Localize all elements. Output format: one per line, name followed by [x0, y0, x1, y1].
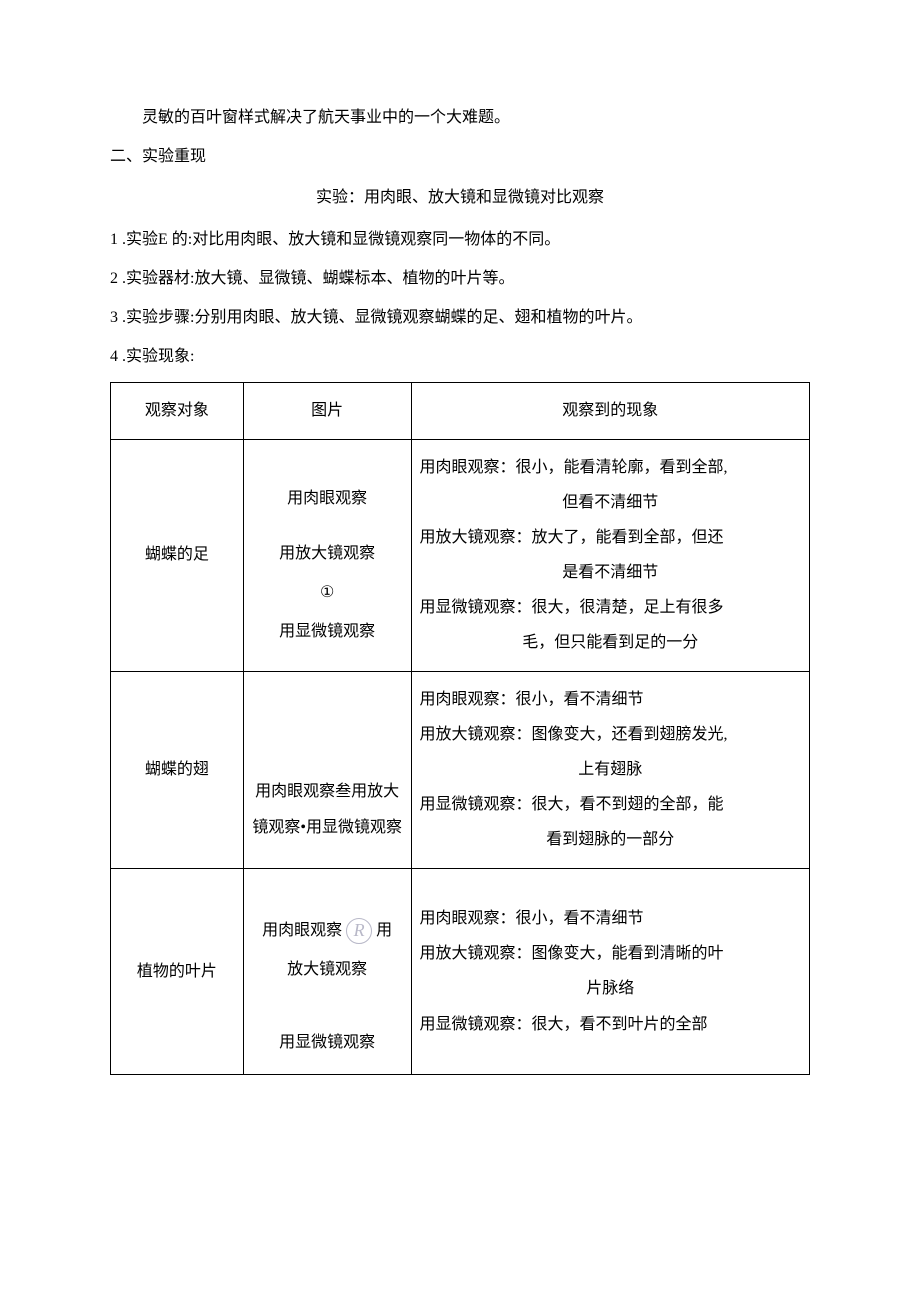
table-row: 蝴蝶的翅 用肉眼观察叁用放大镜观察•用显微镜观察 用肉眼观察：很小，看不清细节 … — [111, 671, 810, 868]
image-cell: 用肉眼观察 用放大镜观察 ① 用显微镜观察 — [243, 439, 411, 671]
header-subject: 观察对象 — [111, 383, 244, 439]
subject-cell: 蝴蝶的翅 — [111, 671, 244, 868]
subject-cell: 蝴蝶的足 — [111, 439, 244, 671]
observation-continuation: 是看不清细节 — [420, 555, 801, 590]
table-header-row: 观察对象 图片 观察到的现象 — [111, 383, 810, 439]
image-spacer — [250, 991, 405, 1021]
image-label: 用肉眼观察 — [250, 481, 405, 516]
list-item-4: 4 .实验现象: — [110, 339, 810, 374]
table-row: 蝴蝶的足 用肉眼观察 用放大镜观察 ① 用显微镜观察 用肉眼观察：很小，能看清轮… — [111, 439, 810, 671]
observation-line: 用放大镜观察：放大了，能看到全部，但还 — [420, 520, 801, 555]
list-item-1: 1 .实验E 的:对比用肉眼、放大镜和显微镜观察同一物体的不同。 — [110, 222, 810, 257]
intro-line: 灵敏的百叶窗样式解决了航天事业中的一个大难题。 — [110, 100, 810, 135]
image-label: 用放大镜观察 — [250, 536, 405, 571]
image-cell: 用肉眼观察 R 用 放大镜观察 用显微镜观察 — [243, 868, 411, 1075]
image-label: 用肉眼观察 R 用 — [250, 913, 405, 948]
observation-line: 用放大镜观察：图像变大，能看到清晰的叶 — [420, 936, 801, 971]
image-label: 用显微镜观察 — [250, 614, 405, 649]
observation-continuation: 上有翅脉 — [420, 752, 801, 787]
subject-cell: 植物的叶片 — [111, 868, 244, 1075]
observation-line: 用放大镜观察：图像变大，还看到翅膀发光, — [420, 717, 801, 752]
image-spacer — [250, 520, 405, 532]
experiment-table: 观察对象 图片 观察到的现象 蝴蝶的足 用肉眼观察 用放大镜观察 ① 用显微镜观… — [110, 382, 810, 1075]
image-label-text: 用 — [376, 922, 392, 939]
header-image: 图片 — [243, 383, 411, 439]
observation-cell: 用肉眼观察：很小，看不清细节 用放大镜观察：图像变大，还看到翅膀发光, 上有翅脉… — [411, 671, 809, 868]
header-observation: 观察到的现象 — [411, 383, 809, 439]
image-label: ① — [250, 575, 405, 610]
image-label: 放大镜观察 — [250, 952, 405, 987]
image-cell: 用肉眼观察叁用放大镜观察•用显微镜观察 — [243, 671, 411, 868]
image-label-text: 用肉眼观察 — [262, 922, 342, 939]
r-mark-icon: R — [346, 918, 372, 944]
observation-line: 用显微镜观察：很大，看不到翅的全部，能 — [420, 787, 801, 822]
observation-line: 用肉眼观察：很小，看不清细节 — [420, 901, 801, 936]
observation-continuation: 片脉络 — [420, 971, 801, 1006]
observation-continuation: 但看不清细节 — [420, 485, 801, 520]
observation-line: 用肉眼观察：很小，能看清轮廓，看到全部, — [420, 450, 801, 485]
observation-line: 用显微镜观察：很大，看不到叶片的全部 — [420, 1007, 801, 1042]
observation-cell: 用肉眼观察：很小，能看清轮廓，看到全部, 但看不清细节 用放大镜观察：放大了，能… — [411, 439, 809, 671]
section-heading: 二、实验重现 — [110, 139, 810, 174]
observation-cell: 用肉眼观察：很小，看不清细节 用放大镜观察：图像变大，能看到清晰的叶 片脉络 用… — [411, 868, 809, 1075]
observation-line: 用显微镜观察：很大，很清楚，足上有很多 — [420, 590, 801, 625]
observation-line: 用肉眼观察：很小，看不清细节 — [420, 682, 801, 717]
experiment-title: 实验：用肉眼、放大镜和显微镜对比观察 — [110, 180, 810, 215]
list-item-2: 2 .实验器材:放大镜、显微镜、蝴蝶标本、植物的叶片等。 — [110, 261, 810, 296]
table-row: 植物的叶片 用肉眼观察 R 用 放大镜观察 用显微镜观察 用肉眼观察：很小，看不… — [111, 868, 810, 1075]
observation-continuation: 毛，但只能看到足的一分 — [420, 625, 801, 660]
observation-continuation: 看到翅脉的一部分 — [420, 822, 801, 857]
list-item-3: 3 .实验步骤:分别用肉眼、放大镜、显微镜观察蝴蝶的足、翅和植物的叶片。 — [110, 300, 810, 335]
image-label: 用肉眼观察叁用放大镜观察•用显微镜观察 — [250, 774, 405, 844]
image-label: 用显微镜观察 — [250, 1025, 405, 1060]
